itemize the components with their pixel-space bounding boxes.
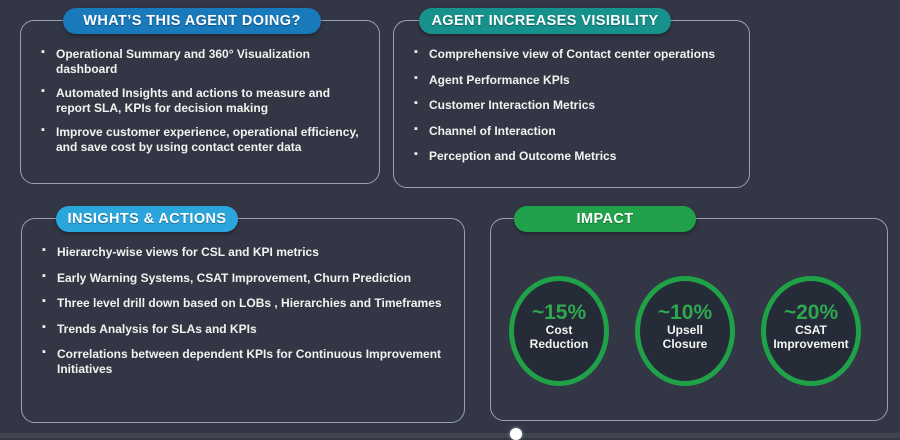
panel-title-agent-increases-visibility: AGENT INCREASES VISIBILITY	[419, 8, 671, 34]
bullet-item: Trends Analysis for SLAs and KPIs	[42, 321, 446, 337]
bullet-item: Comprehensive view of Contact center ope…	[414, 46, 731, 62]
metric-label: CSAT Improvement	[773, 322, 849, 351]
bullet-item: Hierarchy-wise views for CSL and KPI met…	[42, 244, 446, 260]
bullet-item: Automated Insights and actions to measur…	[41, 85, 361, 116]
bullet-item: Operational Summary and 360° Visualizati…	[41, 46, 361, 77]
metric-label: Cost Reduction	[529, 322, 589, 351]
bullet-item: Improve customer experience, operational…	[41, 124, 361, 155]
bullet-item: Early Warning Systems, CSAT Improvement,…	[42, 270, 446, 286]
metric-value: ~20%	[783, 300, 839, 324]
panel-whats-this-agent-doing: WHAT’S THIS AGENT DOING? Operational Sum…	[20, 8, 380, 184]
panel-title-impact: IMPACT	[514, 206, 696, 232]
metric-circle-upsell-closure: ~10% Upsell Closure	[635, 276, 735, 386]
panel-title-whats-this-agent-doing: WHAT’S THIS AGENT DOING?	[63, 8, 321, 34]
bullet-item: Three level drill down based on LOBs , H…	[42, 295, 446, 311]
metric-value: ~15%	[531, 300, 587, 324]
cursor-dot	[510, 428, 522, 440]
visibility-bullet-list: Comprehensive view of Contact center ope…	[394, 21, 749, 164]
bullet-item: Channel of Interaction	[414, 123, 731, 139]
panel-agent-increases-visibility: AGENT INCREASES VISIBILITY Comprehensive…	[393, 8, 750, 188]
panel-insights-and-actions: INSIGHTS & ACTIONS Hierarchy-wise views …	[21, 206, 465, 423]
panel-title-insights-and-actions: INSIGHTS & ACTIONS	[56, 206, 238, 232]
metric-label: Upsell Closure	[662, 322, 708, 351]
doing-bullet-list: Operational Summary and 360° Visualizati…	[21, 21, 379, 155]
insights-bullet-list: Hierarchy-wise views for CSL and KPI met…	[22, 219, 464, 377]
bullet-item: Correlations between dependent KPIs for …	[42, 346, 446, 377]
metric-circle-csat-improvement: ~20% CSAT Improvement	[761, 276, 861, 386]
bottom-edge-strip	[0, 433, 900, 438]
bullet-item: Customer Interaction Metrics	[414, 97, 731, 113]
impact-metrics: ~15% Cost Reduction ~10% Upsell Closure …	[491, 219, 887, 386]
bullet-item: Agent Performance KPIs	[414, 72, 731, 88]
metric-value: ~10%	[657, 300, 713, 324]
metric-circle-cost-reduction: ~15% Cost Reduction	[509, 276, 609, 386]
bullet-item: Perception and Outcome Metrics	[414, 148, 731, 164]
panel-impact: IMPACT ~15% Cost Reduction ~10% Upsell C…	[490, 206, 888, 421]
